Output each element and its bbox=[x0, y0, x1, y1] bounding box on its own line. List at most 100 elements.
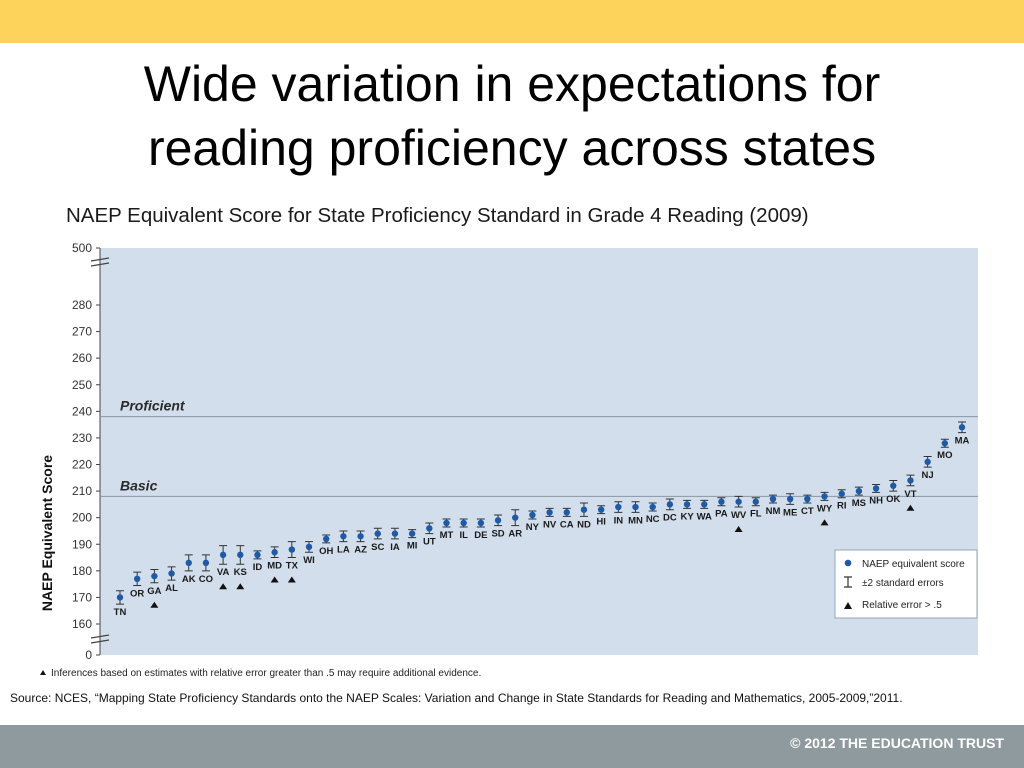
data-point bbox=[529, 511, 536, 519]
data-point bbox=[615, 503, 622, 511]
data-point bbox=[202, 559, 210, 567]
state-label: NY bbox=[526, 522, 540, 533]
slide-title-line-2: reading proficiency across states bbox=[147, 120, 877, 176]
state-label: TN bbox=[114, 607, 127, 618]
state-label: ID bbox=[253, 562, 263, 573]
y-tick-label: 230 bbox=[72, 431, 92, 445]
state-label: DE bbox=[474, 530, 487, 541]
data-point bbox=[907, 477, 914, 484]
data-point bbox=[838, 490, 845, 497]
data-point bbox=[357, 533, 364, 540]
data-point bbox=[116, 594, 124, 601]
data-point bbox=[563, 509, 570, 516]
chart-footnote: Inferences based on estimates with relat… bbox=[51, 668, 481, 679]
data-point bbox=[512, 514, 519, 521]
triangle-icon bbox=[844, 602, 852, 609]
error-bar-icon bbox=[844, 576, 852, 588]
state-label: ND bbox=[577, 519, 591, 530]
data-point bbox=[597, 506, 605, 513]
data-point bbox=[408, 530, 416, 537]
y-tick-label: 270 bbox=[72, 325, 92, 339]
reference-line-label: Proficient bbox=[120, 398, 186, 414]
state-label: KS bbox=[234, 567, 247, 578]
data-point bbox=[821, 493, 828, 500]
state-label: KY bbox=[680, 511, 694, 522]
data-point bbox=[305, 543, 313, 551]
state-label: NM bbox=[766, 506, 781, 517]
state-label: TX bbox=[286, 561, 299, 572]
state-label: MO bbox=[937, 450, 952, 461]
axis-break-mark bbox=[90, 257, 110, 267]
reference-line-label: Basic bbox=[120, 477, 158, 493]
y-tick-label: 500 bbox=[72, 241, 92, 255]
state-label: WY bbox=[817, 503, 833, 514]
y-tick-label: 200 bbox=[72, 511, 92, 525]
data-point bbox=[786, 495, 794, 503]
y-tick-label: 160 bbox=[72, 617, 92, 631]
relative-error-marker bbox=[734, 526, 743, 533]
state-label: NC bbox=[646, 514, 660, 525]
bottom-bar: © 2012 THE EDUCATION TRUST bbox=[0, 725, 1024, 768]
data-point bbox=[632, 503, 639, 511]
y-tick-label: 280 bbox=[72, 298, 92, 312]
state-label: AL bbox=[165, 583, 178, 594]
data-point bbox=[941, 440, 949, 447]
state-label: HI bbox=[596, 517, 606, 528]
data-point bbox=[271, 549, 278, 556]
state-label: OR bbox=[130, 588, 144, 599]
data-point bbox=[580, 506, 588, 513]
relative-error-marker bbox=[906, 504, 915, 511]
state-label: GA bbox=[147, 586, 161, 597]
state-label: NV bbox=[543, 519, 557, 530]
state-label: WA bbox=[697, 511, 712, 522]
state-label: VA bbox=[217, 567, 230, 578]
state-label: OH bbox=[319, 546, 333, 557]
legend-item-se: ±2 standard errors bbox=[862, 578, 944, 589]
data-point bbox=[804, 495, 811, 503]
relative-error-marker bbox=[820, 519, 829, 526]
state-label: MS bbox=[852, 498, 866, 509]
data-point bbox=[958, 424, 966, 431]
y-tick-label: 250 bbox=[72, 378, 92, 392]
data-point bbox=[752, 498, 759, 505]
copyright: © 2012 THE EDUCATION TRUST bbox=[790, 735, 1004, 751]
state-label: CT bbox=[801, 506, 814, 517]
plot-background bbox=[100, 248, 978, 655]
data-point bbox=[443, 519, 450, 527]
y-tick-label: 220 bbox=[72, 458, 92, 472]
state-label: VT bbox=[904, 489, 916, 500]
slide-title: Wide variation in expectations for readi… bbox=[0, 52, 1024, 180]
y-tick-label: 170 bbox=[72, 590, 92, 604]
state-label: PA bbox=[715, 509, 728, 520]
relative-error-marker bbox=[270, 576, 279, 583]
data-point bbox=[151, 572, 158, 580]
data-point bbox=[718, 498, 725, 505]
data-point bbox=[168, 570, 175, 577]
state-label: NH bbox=[869, 495, 883, 506]
state-label: AK bbox=[182, 574, 196, 585]
data-point bbox=[323, 535, 330, 543]
state-label: CA bbox=[560, 519, 574, 530]
reference-lines: Proficient Basic bbox=[100, 398, 978, 497]
state-label: SD bbox=[491, 529, 504, 540]
y-tick-label: 0 bbox=[85, 648, 92, 662]
data-point bbox=[340, 533, 347, 540]
state-label: IN bbox=[614, 515, 624, 526]
data-point bbox=[426, 525, 433, 532]
data-point bbox=[649, 503, 656, 511]
y-tick-label: 190 bbox=[72, 537, 92, 551]
state-label: MT bbox=[440, 530, 454, 541]
chart-title: NAEP Equivalent Score for State Proficie… bbox=[66, 204, 809, 227]
state-label: AR bbox=[508, 529, 522, 540]
state-label: AZ bbox=[354, 545, 367, 556]
state-label: DC bbox=[663, 513, 677, 524]
data-point bbox=[219, 551, 227, 559]
state-label: IA bbox=[390, 542, 400, 553]
relative-error-marker bbox=[236, 583, 245, 590]
state-label: LA bbox=[337, 545, 350, 556]
data-point bbox=[890, 482, 897, 489]
data-point bbox=[374, 530, 381, 537]
chart: 500 280 270 260 250 240 230 220 210 200 190 180 170 1… bbox=[39, 241, 978, 679]
axis-break-mark bbox=[90, 634, 110, 644]
